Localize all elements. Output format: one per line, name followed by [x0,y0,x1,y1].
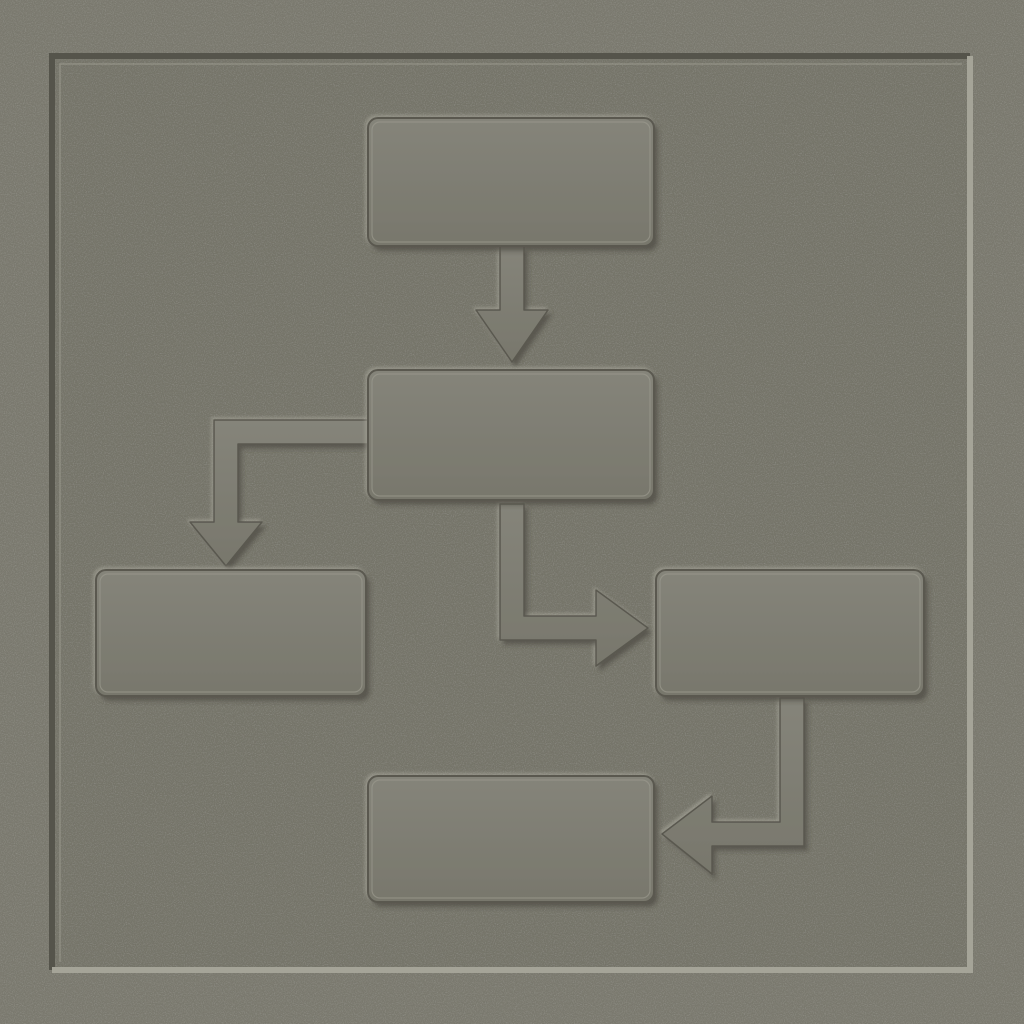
elbow-arrow-icon [499,503,649,667]
elbow-arrow-icon [189,419,369,567]
arrow-down-icon [475,245,549,363]
flowchart-node-bottom [367,775,655,903]
flowchart-node-left [95,569,367,697]
flowchart-node-middle [367,369,655,501]
elbow-arrow-icon [661,697,805,875]
connectors [189,245,805,875]
flowchart-nodes [95,117,925,903]
flowchart-node-right [655,569,925,697]
flowchart-node-top [367,117,655,247]
